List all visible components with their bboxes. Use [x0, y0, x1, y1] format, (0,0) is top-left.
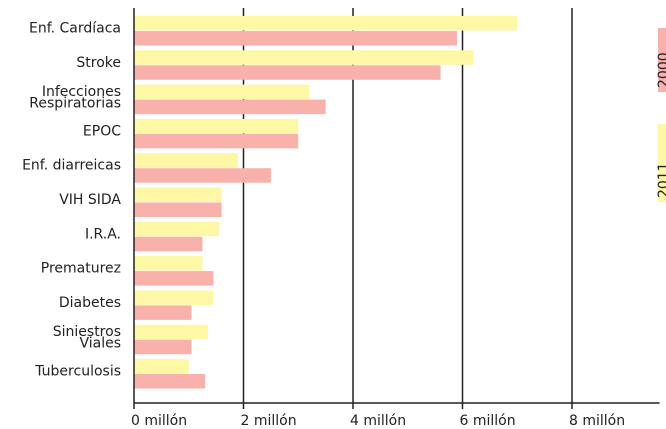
bar-2011 — [134, 84, 310, 100]
category-label: EPOC — [83, 123, 121, 139]
bar-2000 — [134, 133, 299, 149]
bar-2011 — [134, 16, 518, 31]
x-axis: 0 millón 2 millón 4 millón 6 millón 8 millón — [131, 8, 660, 429]
bar-2000 — [134, 99, 326, 115]
category-label: Stroke — [76, 55, 121, 71]
bar-2000 — [134, 236, 203, 252]
category-label: VIH SIDA — [59, 192, 121, 208]
category-label: Siniestros — [53, 324, 121, 340]
bar-2011 — [134, 118, 299, 134]
category-label: Diabetes — [59, 295, 121, 311]
bar-2011 — [134, 50, 474, 65]
legend-swatch-2000 — [658, 28, 666, 92]
category-label: I.R.A. — [85, 226, 121, 242]
x-tick-label: 2 millón — [241, 413, 297, 429]
category-label: Tuberculosis — [34, 364, 121, 380]
bar-2011 — [134, 359, 189, 374]
category-label: Enf. diarreicas — [22, 158, 121, 174]
bar-2000 — [134, 305, 192, 320]
category-label: Enf. Cardíaca — [29, 21, 121, 37]
bar-2011 — [134, 290, 214, 305]
bar-2000 — [134, 271, 214, 286]
bar-2011 — [134, 324, 208, 340]
bar-2011 — [134, 187, 222, 202]
category-label: Infecciones — [42, 84, 121, 100]
x-tick-label: 0 millón — [131, 413, 187, 429]
bar-2011 — [134, 153, 239, 168]
bar-2011 — [134, 221, 219, 237]
bar-2000 — [134, 202, 222, 217]
bar-2000 — [134, 168, 271, 183]
legend-swatch-2011 — [658, 124, 666, 202]
bar-2000 — [134, 31, 458, 46]
bar-2000 — [134, 65, 441, 80]
category-label: Viales — [79, 336, 121, 352]
bar-2000 — [134, 374, 206, 389]
x-tick-label: 6 millón — [460, 413, 516, 429]
category-labels: Enf. Cardíaca Stroke InfeccionesRespirator… — [22, 21, 121, 380]
x-tick-label: 4 millón — [350, 413, 406, 429]
category-label: Respiratorias — [29, 96, 121, 112]
category-label: Prematurez — [41, 261, 121, 277]
legend-label-2011: 2011 — [656, 162, 666, 198]
bars — [134, 16, 518, 389]
legend: 2000 2011 — [656, 28, 666, 202]
bar-2011 — [134, 256, 203, 271]
bar-2000 — [134, 339, 192, 355]
x-tick-label: 8 millón — [569, 413, 625, 429]
legend-label-2000: 2000 — [656, 52, 666, 88]
